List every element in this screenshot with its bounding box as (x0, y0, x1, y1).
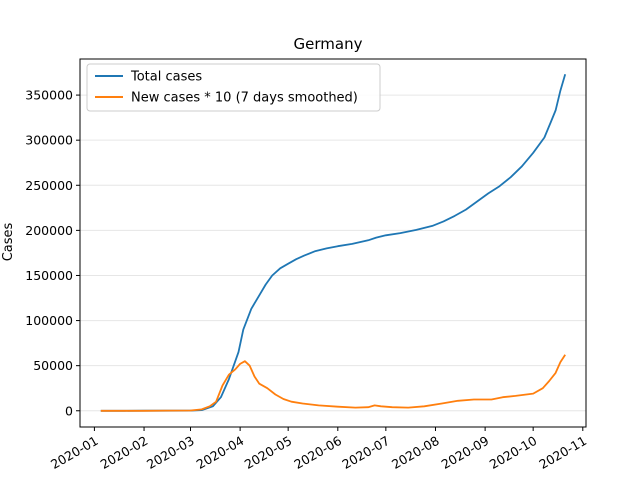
series-line-new-cases (100, 354, 566, 412)
chart-title: Germany (294, 35, 363, 53)
series-line-total-cases (100, 74, 567, 412)
x-tick-label: 2020-07 (339, 433, 392, 472)
x-tick-label: 2020-09 (439, 433, 492, 472)
y-tick-label: 100000 (25, 313, 73, 328)
legend-label-new-cases: New cases * 10 (7 days smoothed) (131, 91, 358, 106)
y-tick-label: 150000 (25, 268, 73, 283)
gridlines (80, 94, 586, 412)
y-tick-label: 350000 (25, 88, 73, 103)
y-tick-label: 0 (65, 403, 73, 418)
y-tick-label: 200000 (25, 223, 73, 238)
x-tick-label: 2020-10 (487, 433, 540, 472)
y-tick-label: 300000 (25, 133, 73, 148)
y-tick-label: 50000 (33, 358, 73, 373)
y-tick-label: 250000 (25, 178, 73, 193)
x-tick-label: 2020-02 (98, 433, 151, 472)
legend-label-total-cases: Total cases (130, 70, 202, 85)
y-axis-ticks: 0 50000 100000 150000 200000 250000 300000 3500… (25, 88, 80, 418)
x-tick-label: 2020-06 (291, 433, 344, 472)
plot-frame (79, 58, 587, 428)
x-tick-label: 2020-03 (144, 433, 197, 472)
x-tick-label: 2020-05 (242, 433, 295, 472)
x-tick-label: 2020-01 (48, 433, 101, 472)
series-lines (100, 74, 567, 412)
legend: Total cases New cases * 10 (7 days smoot… (86, 63, 381, 112)
x-tick-label: 2020-11 (536, 433, 589, 472)
y-axis-title: Cases (1, 222, 16, 261)
x-tick-label: 2020-08 (389, 433, 442, 472)
x-axis-ticks: 2020-012020-022020-032020-042020-052020-… (48, 427, 589, 472)
x-tick-label: 2020-04 (194, 433, 247, 472)
legend-box (86, 63, 381, 112)
